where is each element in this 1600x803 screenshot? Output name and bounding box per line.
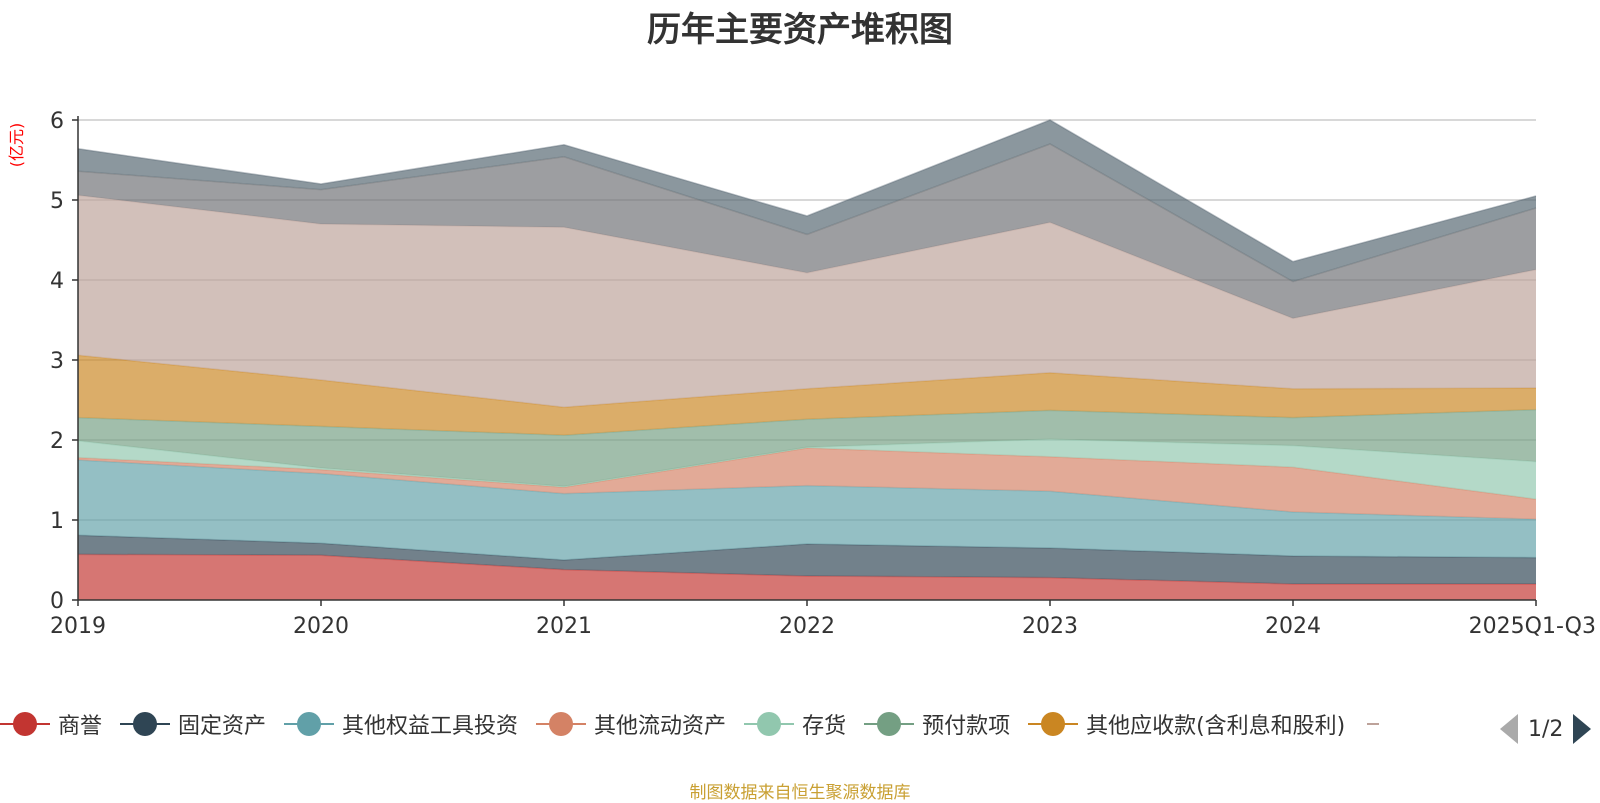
- area-series-7: [78, 355, 1536, 436]
- legend-item[interactable]: 商誉: [0, 708, 102, 740]
- source-note: 制图数据来自恒生聚源数据库: [689, 783, 911, 803]
- legend-marker-icon: [536, 709, 587, 739]
- y-tick-label: 2: [50, 429, 64, 454]
- y-tick-label: 0: [50, 589, 64, 614]
- area-series-8: [78, 195, 1536, 408]
- x-tick-label: 2023: [1022, 614, 1078, 639]
- legend-label: 其他权益工具投资: [342, 714, 519, 739]
- legend: 商誉 固定资产 其他权益工具投资 其他流动资产 存货 预付款项 其他应收款(含利息和股利): [0, 704, 1380, 744]
- legend-label: 预付款项: [922, 714, 1011, 739]
- legend-label: 其他应收款(含利息和股利): [1086, 714, 1346, 739]
- legend-item[interactable]: 预付款项: [864, 708, 1010, 740]
- area-series-5: [78, 439, 1536, 500]
- y-tick-label: 4: [50, 269, 64, 294]
- legend-marker-icon: [284, 709, 335, 739]
- y-tick-label: 5: [50, 189, 64, 214]
- legend-item[interactable]: 存货: [744, 708, 846, 740]
- area-layer: [77, 119, 1537, 600]
- legend-label: 存货: [802, 714, 847, 739]
- area-series-3: [78, 460, 1536, 560]
- legend-item[interactable]: 其他权益工具投资: [284, 708, 518, 740]
- area-series-9: [78, 144, 1536, 319]
- legend-item[interactable]: 固定资产: [120, 708, 266, 740]
- legend-item[interactable]: 其他应收款(含利息和股利): [1028, 708, 1345, 740]
- y-tick-label: 6: [50, 109, 64, 134]
- chart-plot: 0 1 2 3 4 5 6 2019 2020 2021 2022 2023 2024 2025Q1-Q3…: [7, 109, 1596, 639]
- legend-marker-icon: [744, 709, 795, 739]
- legend-label: 商誉: [58, 714, 103, 739]
- legend-label: 其他流动资产: [594, 714, 727, 739]
- x-tick-label: 2021: [536, 614, 592, 639]
- y-tick-label: 3: [50, 349, 64, 374]
- area-series-6: [78, 409, 1536, 487]
- legend-pager: 1/2: [1500, 714, 1592, 744]
- area-series-1: [78, 554, 1536, 600]
- axis-layer: 0 1 2 3 4 5 6 2019 2020 2021 2022 2023 2024 2025Q1-Q3: [50, 109, 1596, 639]
- legend-marker-icon: [120, 709, 171, 739]
- area-series-2: [78, 535, 1536, 584]
- x-tick-label: 2024: [1265, 614, 1321, 639]
- legend-item[interactable]: 其他流动资产: [536, 708, 726, 740]
- area-series-4: [78, 448, 1536, 520]
- legend-page-indicator: 1/2: [1528, 716, 1564, 742]
- x-tick-label: 2019: [50, 614, 106, 639]
- y-axis-unit-label: (亿元): [7, 123, 26, 168]
- legend-prev-page-icon[interactable]: [1500, 714, 1518, 744]
- legend-overflow-marker-icon: [1367, 723, 1380, 725]
- chart-title: 历年主要资产堆积图: [647, 10, 953, 50]
- y-tick-label: 1: [50, 509, 64, 534]
- legend-marker-icon: [0, 709, 50, 739]
- x-tick-label: 2022: [779, 614, 835, 639]
- area-series-line-10: [77, 119, 1537, 263]
- legend-next-page-icon[interactable]: [1573, 714, 1592, 744]
- x-tick-label: 2025Q1-Q3: [1469, 614, 1596, 639]
- legend-marker-icon: [1028, 709, 1079, 739]
- x-tick-label: 2020: [293, 614, 349, 639]
- legend-marker-icon: [864, 709, 915, 739]
- legend-label: 固定资产: [178, 714, 267, 739]
